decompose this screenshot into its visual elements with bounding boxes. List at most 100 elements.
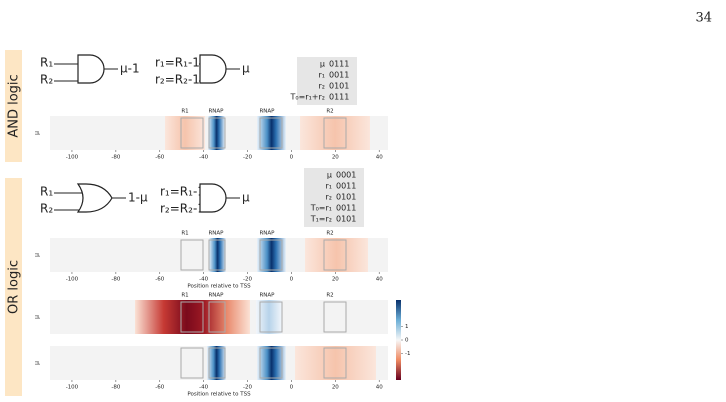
tick-label: 0 <box>290 277 294 283</box>
gate-input: R₂ <box>40 73 53 87</box>
table-value: 0101 <box>336 193 356 202</box>
panel-band <box>5 178 22 396</box>
signal <box>257 238 286 272</box>
logic-gate <box>77 54 105 84</box>
gate-output: 1-μ <box>128 191 148 205</box>
table-value: 0101 <box>329 82 349 91</box>
site-box <box>208 117 226 149</box>
gate-input: r₂=R₂-1 <box>155 73 200 87</box>
table-key: μ <box>320 60 325 69</box>
site-box <box>208 347 226 379</box>
tick-label: 20 <box>332 155 339 161</box>
signal <box>209 238 226 272</box>
gate-output: μ <box>242 191 250 205</box>
signal <box>295 346 376 380</box>
row-label: μ <box>34 315 41 319</box>
tick-label: -60 <box>155 155 164 161</box>
table-value: 0011 <box>329 71 349 80</box>
gate-output: μ-1 <box>120 62 140 76</box>
region-label: R2 <box>326 293 333 299</box>
site-box <box>259 239 283 271</box>
tick-label: -60 <box>155 385 164 391</box>
colorbar <box>396 300 401 380</box>
site-box <box>208 239 226 271</box>
tick-label: 0 <box>290 385 294 391</box>
table-value: 0101 <box>336 215 356 224</box>
site-box <box>180 117 204 149</box>
colorbar-tick-label: 0 <box>405 338 409 344</box>
tick-label: -20 <box>243 277 252 283</box>
truth-table <box>297 57 357 105</box>
signal <box>208 116 225 150</box>
signal <box>257 116 286 150</box>
gate-input: r₁=R₁-1 <box>155 56 200 70</box>
logic-gate <box>199 183 227 213</box>
table-key: μ <box>327 171 332 180</box>
logic-gate <box>199 54 227 84</box>
table-key: r₂ <box>326 193 333 202</box>
region-label: RNAP <box>259 231 275 237</box>
logic-gate <box>76 183 113 213</box>
tick-label: 40 <box>376 155 383 161</box>
signal <box>165 116 205 150</box>
site-box <box>180 301 204 333</box>
region-label: RNAP <box>208 231 224 237</box>
site-box <box>323 347 347 379</box>
region-label: RNAP <box>259 109 275 115</box>
tick-label: 20 <box>332 277 339 283</box>
region-label: R2 <box>326 109 333 115</box>
tick-label: -100 <box>66 385 79 391</box>
tick-label: -80 <box>111 155 120 161</box>
site-box <box>259 301 283 333</box>
tick-label: 20 <box>332 385 339 391</box>
colorbar-tick-label: 1 <box>405 324 409 330</box>
table-key: T₁=r₂ <box>310 215 332 224</box>
signal <box>207 346 226 380</box>
table-key: r₂ <box>319 82 326 91</box>
table-value: 0011 <box>336 182 356 191</box>
row-label: μ <box>34 361 41 365</box>
gate-input: r₂=R₂-1 <box>160 202 205 216</box>
gate-input: R₂ <box>40 202 53 216</box>
tick-label: 0 <box>290 155 294 161</box>
tick-label: -20 <box>243 385 252 391</box>
site-box <box>323 117 347 149</box>
signal <box>257 346 286 380</box>
panel-label: AND logic <box>7 74 22 137</box>
region-label: RNAP <box>208 109 224 115</box>
truth-table <box>304 168 364 227</box>
site-box <box>323 239 347 271</box>
site-box <box>259 347 283 379</box>
region-label: R2 <box>326 231 333 237</box>
row-label: μ <box>34 253 41 257</box>
region-label: RNAP <box>208 293 224 299</box>
table-value: 0111 <box>329 60 349 69</box>
signal <box>300 116 370 150</box>
gate-input: R₁ <box>40 185 53 199</box>
tick-label: -100 <box>66 155 79 161</box>
site-box <box>208 301 226 333</box>
table-key: T₀=r₁ <box>310 204 332 213</box>
gate-input: R₁ <box>40 56 53 70</box>
gate-input: r₁=R₁-1 <box>160 185 205 199</box>
gate-output: μ <box>242 62 250 76</box>
region-label: RNAP <box>259 293 275 299</box>
tick-label: -20 <box>243 155 252 161</box>
region-label: R1 <box>181 109 188 115</box>
colorbar-tick-label: -1 <box>405 351 410 357</box>
site-box <box>180 239 204 271</box>
region-label: R1 <box>181 293 188 299</box>
signal <box>135 300 250 334</box>
table-value: 0011 <box>336 204 356 213</box>
tick-label: -40 <box>199 277 208 283</box>
table-key: r₁ <box>319 71 326 80</box>
tick-label: -100 <box>66 277 79 283</box>
tick-label: -40 <box>199 385 208 391</box>
table-key: r₁ <box>326 182 333 191</box>
table-value: 0111 <box>329 93 349 102</box>
site-box <box>259 117 283 149</box>
tick-label: 40 <box>376 385 383 391</box>
row-label: μ <box>34 131 41 135</box>
tick-label: -80 <box>111 385 120 391</box>
